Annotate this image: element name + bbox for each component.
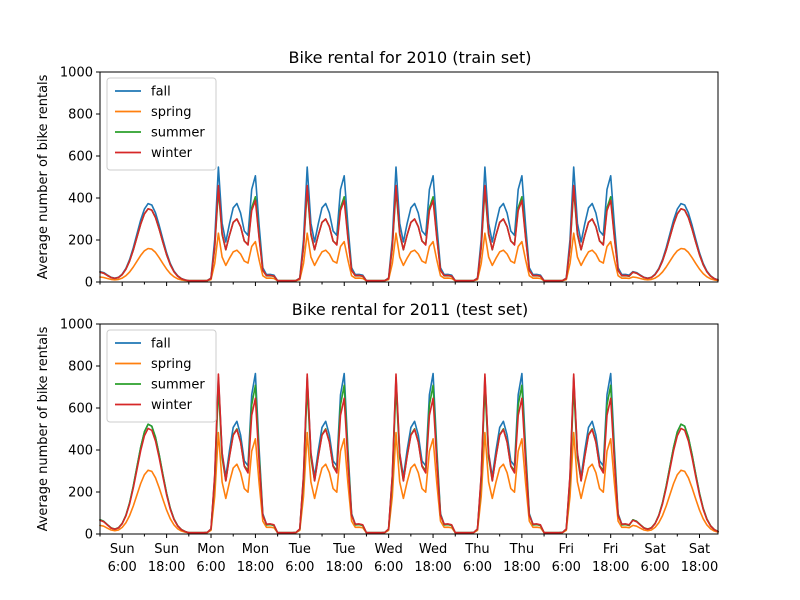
legend-label-fall: fall xyxy=(151,337,171,352)
x-tick-label-time: 18:00 xyxy=(503,560,540,575)
x-tick-label-time: 6:00 xyxy=(374,560,403,575)
x-tick-label-time: 18:00 xyxy=(681,560,718,575)
y-tick-label: 800 xyxy=(68,108,93,123)
legend-box xyxy=(106,77,217,171)
series-line-winter xyxy=(99,184,719,282)
legend-label-winter: winter xyxy=(151,398,193,413)
y-tick-label: 600 xyxy=(68,402,93,417)
legend: fall spring summer winter xyxy=(106,329,217,423)
series-line-winter xyxy=(99,373,719,534)
x-tick-label-day: Mon xyxy=(197,542,224,557)
chart-panel-2011: Bike rental for 2011 (test set) Average … xyxy=(36,300,719,575)
x-tick-label-time: 6:00 xyxy=(285,560,314,575)
y-tick-label: 600 xyxy=(68,150,93,165)
legend-label-winter: winter xyxy=(151,146,193,161)
x-tick-label-day: Mon xyxy=(242,542,269,557)
x-tick-label-time: 6:00 xyxy=(196,560,225,575)
axes-frame xyxy=(99,323,719,535)
series-line-spring xyxy=(99,232,719,282)
x-tick-label-day: Tue xyxy=(332,542,355,557)
x-tick-label-day: Tue xyxy=(288,542,311,557)
y-tick-label: 0 xyxy=(85,276,93,291)
x-tick-label-day: Thu xyxy=(509,542,534,557)
y-tick-label: 0 xyxy=(85,528,93,543)
axes-frame xyxy=(99,71,719,283)
y-axis-label: Average number of bike rentals xyxy=(36,74,51,279)
series-line-fall xyxy=(99,166,719,282)
x-tick-label-time: 18:00 xyxy=(148,560,185,575)
x-tick-label-day: Sat xyxy=(689,542,710,557)
y-tick-label: 400 xyxy=(68,444,93,459)
x-tick-label-time: 18:00 xyxy=(592,560,629,575)
chart-panel-2010: Bike rental for 2010 (train set) Average… xyxy=(36,48,719,291)
x-tick-label-day: Sun xyxy=(110,542,135,557)
x-tick-label-day: Fri xyxy=(559,542,575,557)
x-tick-label-time: 6:00 xyxy=(463,560,492,575)
x-tick-label-day: Sun xyxy=(154,542,179,557)
legend: fall spring summer winter xyxy=(106,77,217,171)
x-tick-label-time: 18:00 xyxy=(326,560,363,575)
y-tick-label: 1000 xyxy=(60,66,93,81)
y-axis-label: Average number of bike rentals xyxy=(36,326,51,531)
x-tick-label-time: 18:00 xyxy=(414,560,451,575)
plot-area: 0 200 400 600 800 1000 Sun 6:00 Sun 18:00 Mon 6:00 M… xyxy=(60,318,719,575)
legend-label-spring: spring xyxy=(151,357,191,372)
series-line-summer xyxy=(99,188,719,282)
legend-label-summer: summer xyxy=(151,378,205,393)
y-tick-label: 200 xyxy=(68,234,93,249)
x-tick-label-day: Thu xyxy=(464,542,489,557)
legend-label-summer: summer xyxy=(151,126,205,141)
chart-title: Bike rental for 2010 (train set) xyxy=(288,48,531,67)
legend-box xyxy=(106,329,217,423)
x-tick-label-day: Wed xyxy=(419,542,447,557)
x-tick-label-time: 6:00 xyxy=(552,560,581,575)
y-tick-label: 200 xyxy=(68,486,93,501)
y-tick-label: 1000 xyxy=(60,318,93,333)
x-tick-label-time: 6:00 xyxy=(108,560,137,575)
legend-label-fall: fall xyxy=(151,85,171,100)
x-tick-label-day: Fri xyxy=(603,542,619,557)
x-tick-label-time: 18:00 xyxy=(237,560,274,575)
y-tick-label: 400 xyxy=(68,192,93,207)
chart-title: Bike rental for 2011 (test set) xyxy=(292,300,529,319)
x-tick-label-time: 6:00 xyxy=(640,560,669,575)
plot-area: 0 200 400 600 800 1000 fall spring summer winter xyxy=(60,66,719,291)
legend-label-spring: spring xyxy=(151,105,191,120)
y-tick-label: 800 xyxy=(68,360,93,375)
x-tick-label-day: Sat xyxy=(644,542,665,557)
x-tick-label-day: Wed xyxy=(374,542,402,557)
